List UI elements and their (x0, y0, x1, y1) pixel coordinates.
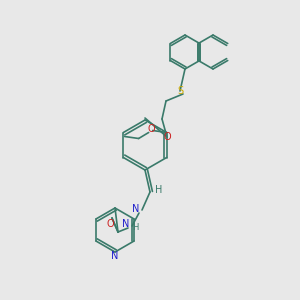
Text: O: O (106, 219, 114, 229)
Text: N: N (111, 251, 119, 261)
Text: N: N (122, 219, 130, 229)
Text: O: O (163, 132, 171, 142)
Text: S: S (177, 86, 183, 96)
Text: O: O (148, 124, 155, 134)
Text: N: N (132, 204, 140, 214)
Text: H: H (132, 224, 138, 232)
Text: H: H (155, 185, 163, 195)
